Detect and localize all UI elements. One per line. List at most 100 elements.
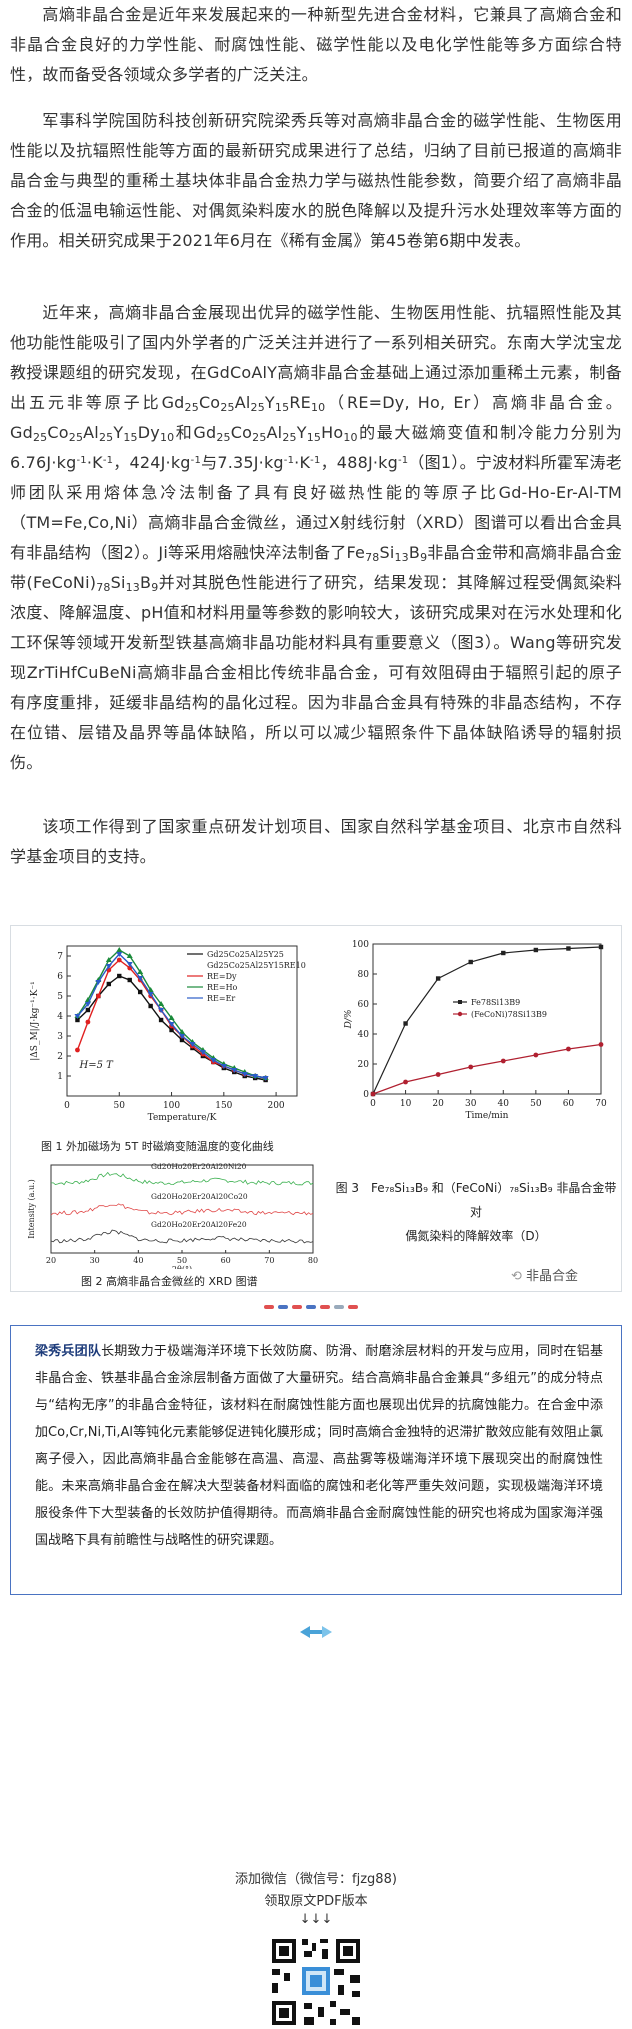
- series-label: Gd20Ho20Er20Al20Ni20: [151, 1162, 247, 1171]
- figure-3-caption: 图 3 Fe₇₈Si₁₃B₉ 和（FeCoNi）₇₈Si₁₃B₉ 非晶合金带对 …: [331, 1176, 621, 1248]
- data-point: [199, 1050, 206, 1055]
- y-tick-label: 7: [57, 952, 63, 962]
- legend-label: RE=Er: [207, 994, 235, 1003]
- plot-frame: [66, 945, 298, 1097]
- footer-arrows: ↓↓↓: [299, 1912, 333, 1927]
- paragraph-funding: 该项工作得到了国家重点研发计划项目、国家自然科学基金项目、北京市自然科学基金项目…: [0, 812, 632, 872]
- series-line-Gd20Ho20Er20Al20Co20: [50, 1203, 314, 1216]
- data-point: [252, 1074, 259, 1079]
- data-point: [127, 965, 133, 971]
- x-tick-label: 40: [133, 1256, 143, 1265]
- data-point: [189, 1042, 196, 1047]
- data-point: [105, 964, 112, 969]
- data-point: [126, 953, 133, 958]
- data-point: [241, 1072, 248, 1077]
- y-tick-label: 1: [57, 1072, 63, 1082]
- paragraph-research-summary-text: 军事科学院国防科技创新研究院梁秀兵等对高熵非晶合金的磁学性能、生物医用性能以及抗…: [10, 111, 622, 250]
- divider-dot: [278, 1305, 288, 1309]
- x-tick-label: 80: [308, 1256, 318, 1265]
- y-tick-label: 5: [57, 992, 63, 1002]
- data-point: [158, 1017, 164, 1023]
- legend-marker: [458, 1000, 462, 1004]
- data-point: [179, 1029, 185, 1034]
- divider-dot: [306, 1305, 316, 1309]
- data-point: [231, 1068, 238, 1073]
- x-axis-label: Time/min: [466, 1111, 509, 1121]
- watermark-text: 非晶合金: [526, 1269, 579, 1284]
- data-point: [220, 1064, 227, 1069]
- x-tick-label: 20: [46, 1256, 56, 1265]
- data-point: [501, 950, 506, 956]
- x-tick-label: 60: [221, 1256, 231, 1265]
- data-point: [137, 976, 144, 981]
- x-tick-label: 100: [163, 1101, 180, 1111]
- data-point: [468, 959, 473, 965]
- team-description: 梁秀兵团队长期致力于极端海洋环境下长效防腐、防滑、耐磨涂层材料的开发与应用，同时…: [35, 1338, 603, 1554]
- data-point: [168, 1022, 175, 1027]
- y-tick-label: 20: [358, 1060, 370, 1070]
- x-axis-label: Temperature/K: [148, 1113, 217, 1123]
- y-tick-label: 6: [57, 972, 63, 982]
- data-point: [566, 946, 571, 951]
- paragraph-funding-text: 该项工作得到了国家重点研发计划项目、国家自然科学基金项目、北京市自然科学基金项目…: [10, 817, 622, 866]
- data-point: [500, 1058, 506, 1064]
- data-point: [116, 947, 123, 952]
- data-point: [95, 980, 102, 985]
- data-point: [169, 1027, 174, 1033]
- series-line-Fe78Si13B9: [372, 946, 602, 1095]
- data-point: [106, 981, 112, 987]
- data-point: [127, 977, 132, 983]
- figure-2-caption: 图 2 高熵非晶合金微丝的 XRD 图谱: [81, 1275, 258, 1288]
- figure-panel: 0 50 100 150 200 1 2 3 4 5 6 7 Temperature/K |ΔS_M|/J…: [10, 925, 622, 1292]
- x-tick-label: 10: [400, 1099, 412, 1109]
- x-tick-label: 40: [498, 1099, 510, 1109]
- plot-frame: [372, 943, 602, 1095]
- figure-2-chart: 20 30 40 50 60 70 80 2θ(°) Intensity (a.u.) Gd20H…: [27, 1162, 318, 1269]
- y-tick-label: 2: [57, 1052, 63, 1062]
- y-axis-label: |ΔS_M|/J·kg⁻¹·K⁻¹: [30, 981, 40, 1060]
- data-point: [179, 1034, 185, 1039]
- legend-label: Gd25Co25Al25Y25: [207, 950, 284, 959]
- x-tick-label: 0: [370, 1099, 376, 1109]
- data-point: [84, 1002, 91, 1007]
- team-text: 长期致力于极端海洋环境下长效防腐、防滑、耐磨涂层材料的开发与应用，同时在铝基非晶…: [35, 1344, 603, 1548]
- field-annotation: H=5 T: [79, 1060, 115, 1071]
- data-point: [403, 1079, 408, 1085]
- data-point: [75, 1047, 80, 1053]
- legend-label: (FeCoNi)78Si13B9: [471, 1010, 547, 1019]
- y-tick-label: 80: [358, 970, 370, 980]
- legend-label: Fe78Si13B9: [471, 998, 520, 1007]
- x-tick-label: 50: [114, 1101, 126, 1111]
- watermark: ⟲ 非晶合金: [511, 1265, 578, 1284]
- divider-dot: [348, 1305, 358, 1309]
- divider-dot: [292, 1305, 302, 1309]
- legend-label: RE=Dy: [207, 972, 237, 981]
- series-line-Gd20Ho20Er20Al20Fe20: [50, 1229, 314, 1244]
- paragraph-intro: 高熵非晶合金是近年来发展起来的一种新型先进合金材料，它兼具了高熵合金和非晶合金良…: [0, 0, 632, 90]
- data-point: [148, 1003, 153, 1009]
- qr-code-icon[interactable]: [268, 1935, 364, 2029]
- x-tick-label: 50: [177, 1256, 187, 1265]
- data-point: [598, 944, 604, 950]
- x-tick-label: 30: [465, 1099, 477, 1109]
- divider-dot: [320, 1305, 330, 1309]
- series-label: Gd20Ho20Er20Al20Fe20: [151, 1220, 247, 1229]
- y-tick-label: 40: [358, 1030, 370, 1040]
- x-tick-label: 200: [267, 1101, 284, 1111]
- x-tick-label: 150: [215, 1101, 232, 1111]
- figure-3-chart: 0 10 20 30 40 50 60 70 0 20 40 60 80 100 Time/min D/% Fe…: [344, 940, 607, 1121]
- data-point: [435, 1072, 441, 1077]
- footer-wechat: 添加微信（微信号：fjzg88): [235, 1872, 397, 1887]
- data-point: [158, 1001, 165, 1006]
- y-tick-label: 4: [57, 1012, 63, 1022]
- data-point: [566, 1046, 571, 1052]
- x-tick-label: 20: [432, 1099, 444, 1109]
- y-axis-label: D/%: [344, 1010, 354, 1030]
- x-tick-label: 70: [595, 1099, 607, 1109]
- data-point: [116, 952, 123, 957]
- watermark-icon: ⟲: [511, 1269, 522, 1284]
- figure-3-caption-line-1: 图 3 Fe₇₈Si₁₃B₉ 和（FeCoNi）₇₈Si₁₃B₉ 非晶合金带对: [335, 1181, 617, 1219]
- data-point: [74, 1014, 81, 1019]
- data-point: [105, 957, 112, 962]
